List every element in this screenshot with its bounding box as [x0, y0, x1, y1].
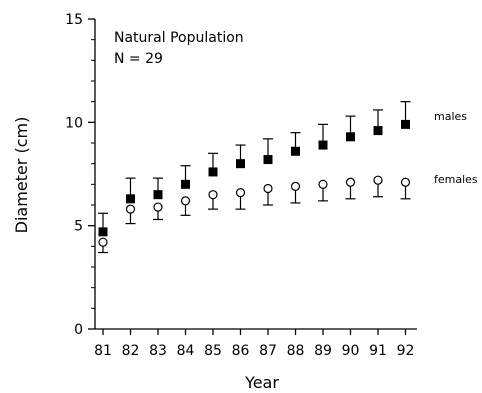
- x-tick-label: 85: [204, 343, 222, 359]
- x-tick-label: 90: [342, 343, 360, 359]
- females-point: [263, 183, 273, 194]
- males-point: [236, 159, 245, 169]
- females-point: [235, 188, 246, 198]
- x-tick-label: 88: [287, 343, 305, 359]
- y-tick-label: 5: [74, 219, 83, 235]
- x-tick-label: 92: [397, 343, 415, 359]
- females-point: [153, 202, 163, 212]
- series-label-males: males: [434, 110, 467, 123]
- y-tick-label: 0: [74, 322, 83, 338]
- females-point: [373, 175, 383, 185]
- females-point: [208, 190, 218, 200]
- x-tick-label: 81: [94, 343, 112, 359]
- y-tick-label: 10: [65, 115, 83, 131]
- males-point: [318, 140, 328, 150]
- males-point: [98, 227, 108, 237]
- females-point: [180, 196, 191, 206]
- males-point: [373, 126, 383, 136]
- females-point: [400, 177, 411, 187]
- series-label-females: females: [434, 173, 478, 186]
- males-point: [153, 190, 163, 200]
- x-tick-label: 91: [369, 343, 387, 359]
- females-point: [290, 181, 301, 191]
- chart-marks: 0 5 10 15 81 82 83 84 85 86 87 88 89 90 91 92: [65, 12, 417, 359]
- males-point: [126, 194, 135, 204]
- males-point: [291, 146, 300, 156]
- x-axis-title: Year: [244, 373, 279, 392]
- females-point: [125, 204, 136, 214]
- females-point: [318, 179, 328, 189]
- males-point: [346, 132, 355, 142]
- y-tick-label: 15: [65, 12, 83, 28]
- females-point: [345, 177, 356, 187]
- males-point: [208, 167, 218, 177]
- x-tick-label: 82: [122, 343, 140, 359]
- males-point: [181, 179, 190, 189]
- males-point: [263, 155, 273, 165]
- x-tick-label: 84: [177, 343, 195, 359]
- x-tick-label: 83: [149, 343, 167, 359]
- annotation-n: N = 29: [114, 51, 163, 67]
- y-axis-title: Diameter (cm): [12, 117, 31, 234]
- males-point: [401, 119, 410, 129]
- x-tick-label: 89: [314, 343, 332, 359]
- x-tick-label: 87: [259, 343, 277, 359]
- x-tick-label: 86: [232, 343, 250, 359]
- females-point: [98, 237, 108, 247]
- annotation-title: Natural Population: [114, 30, 244, 46]
